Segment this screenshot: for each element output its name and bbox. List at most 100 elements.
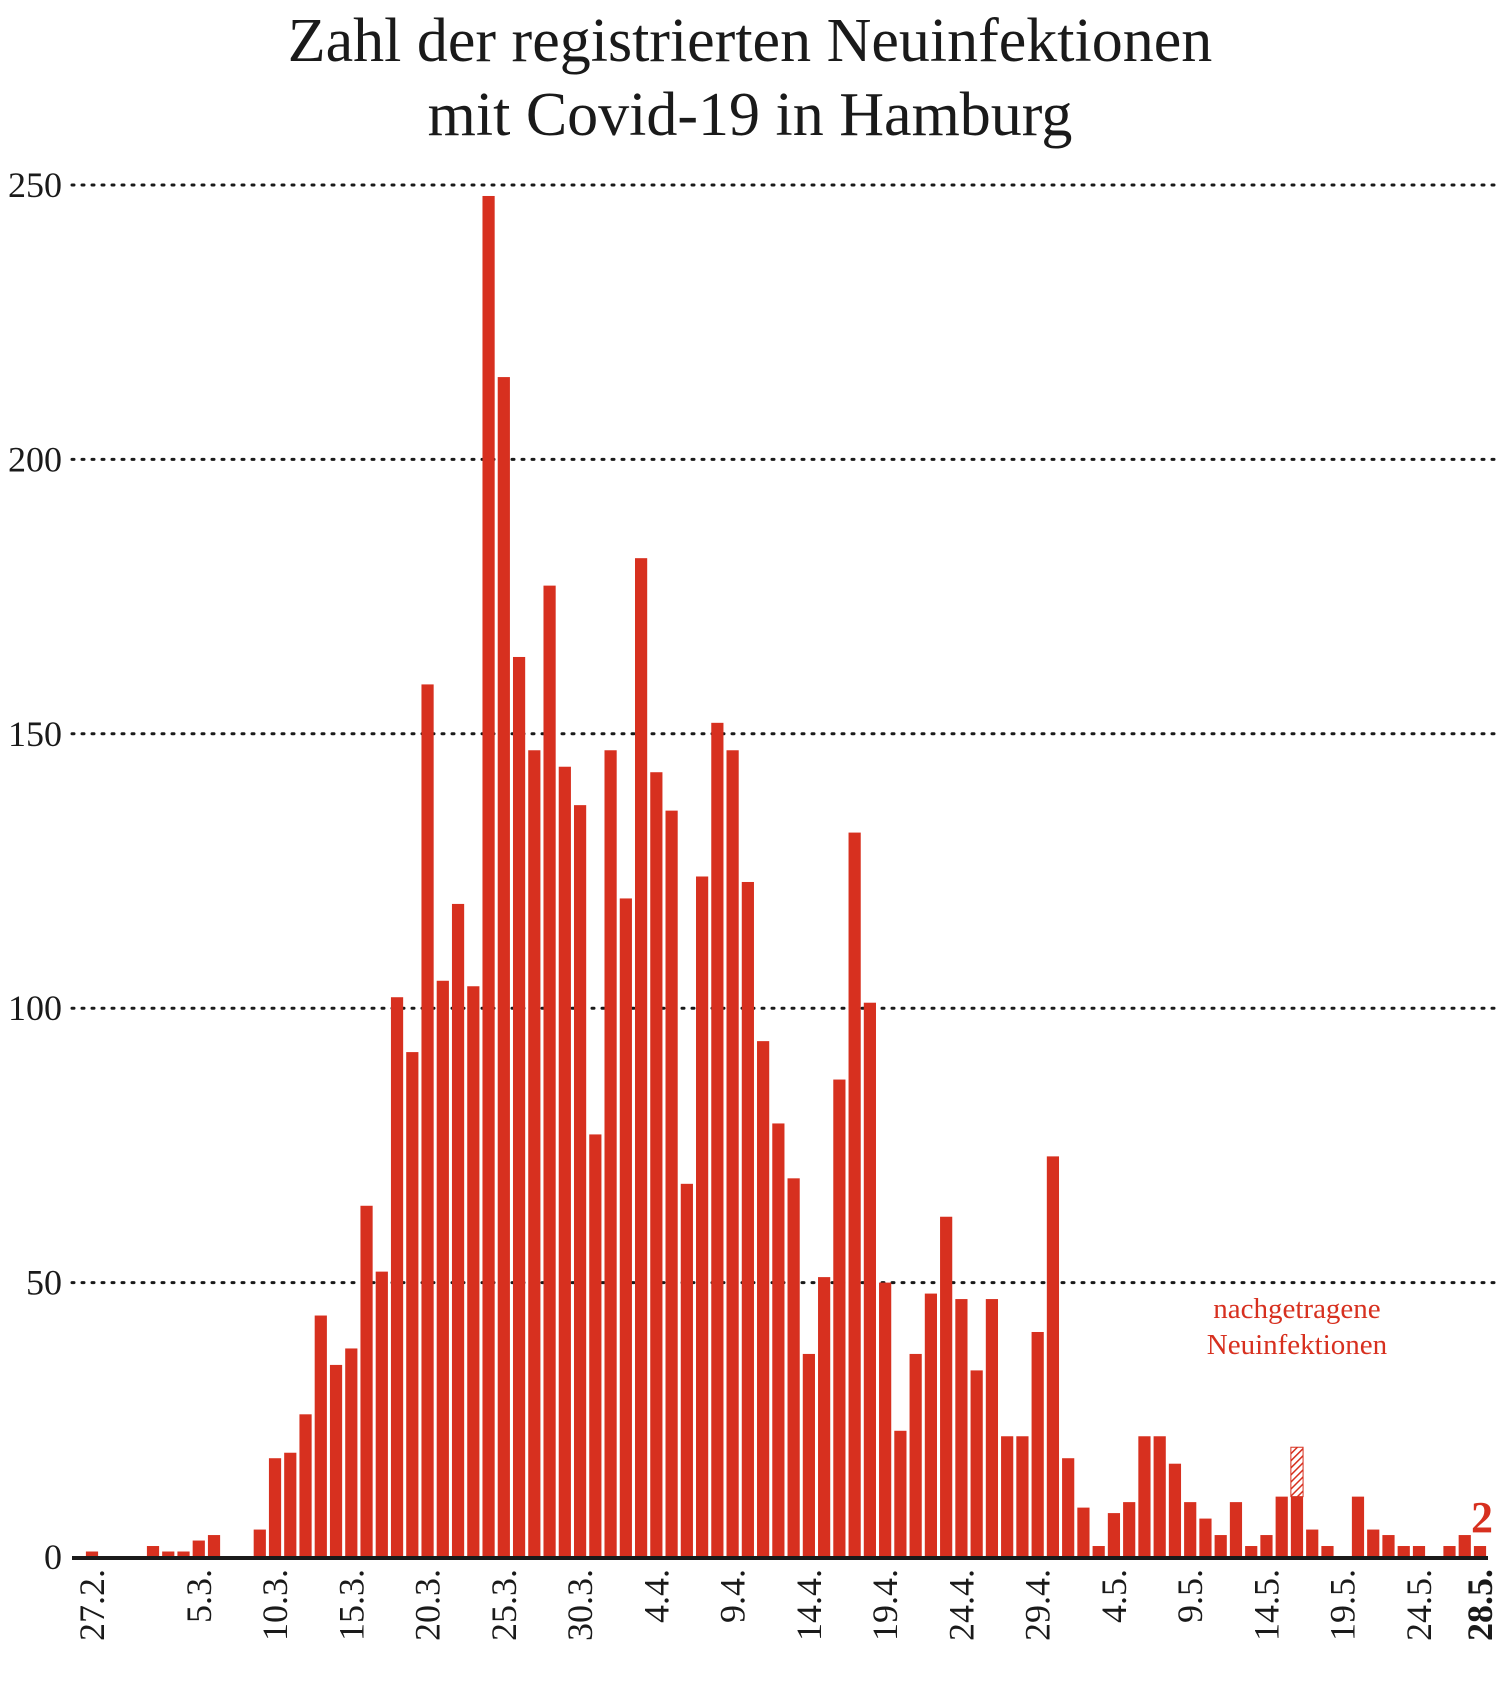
bar (1351, 1496, 1365, 1557)
bar (757, 1041, 770, 1557)
bar (1016, 1436, 1029, 1557)
bar (1062, 1458, 1075, 1557)
x-tick-label: 20.3. (408, 1569, 448, 1641)
bar (299, 1414, 312, 1557)
bar (741, 881, 754, 1557)
bar-layer (85, 195, 1487, 1558)
bar (1397, 1546, 1410, 1557)
bar (818, 1277, 831, 1557)
y-tick-label: 150 (8, 714, 62, 754)
bar (436, 980, 449, 1557)
annotation-text-line: nachgetragene (1213, 1293, 1380, 1325)
chart-title: Zahl der registrierten Neuinfektionen mi… (0, 4, 1500, 152)
x-tick-label: 25.3. (484, 1569, 524, 1641)
bar (1245, 1546, 1258, 1557)
bar (543, 585, 556, 1557)
bar (314, 1315, 327, 1557)
x-tick-label: 15.3. (331, 1569, 371, 1641)
chart-title-line-2: mit Covid-19 in Hamburg (427, 81, 1073, 149)
bar (970, 1370, 983, 1557)
bar (1306, 1529, 1319, 1557)
y-tick-label: 100 (8, 988, 62, 1028)
x-tick-label: 28.5. (1460, 1569, 1500, 1641)
label-layer: 0 50 100 150 200 250 27.2. 5.3. 10.3. 15.3. 20.3. 2… (8, 165, 1500, 1641)
bar (604, 750, 617, 1557)
bar (268, 1458, 282, 1557)
bar (1382, 1535, 1395, 1557)
bar (1458, 1535, 1471, 1557)
bar (1412, 1546, 1426, 1557)
x-tick-label: 9.4. (713, 1569, 753, 1623)
bar (1123, 1502, 1136, 1557)
hatched-bar-segment (1290, 1446, 1304, 1498)
bar (1046, 1156, 1060, 1557)
bar (406, 1052, 419, 1557)
bar (772, 1123, 785, 1557)
bar (619, 898, 632, 1557)
bar (1092, 1546, 1105, 1557)
x-tick-label: 9.5. (1170, 1569, 1210, 1623)
x-tick-label: 10.3. (255, 1569, 295, 1641)
x-tick-label: 29.4. (1018, 1569, 1058, 1641)
x-tick-label: 27.2. (72, 1569, 112, 1641)
bar (1367, 1529, 1380, 1557)
y-tick-label: 0 (44, 1537, 62, 1577)
bar (1138, 1436, 1151, 1557)
bar (1199, 1518, 1212, 1557)
bar (207, 1535, 221, 1557)
bar (909, 1353, 922, 1557)
bar (451, 903, 465, 1557)
bar (1275, 1496, 1288, 1557)
bar (1260, 1535, 1273, 1557)
bar (985, 1299, 999, 1557)
bar (802, 1353, 815, 1557)
bar (146, 1546, 160, 1557)
bar (85, 1551, 99, 1557)
bar (284, 1452, 297, 1557)
bar (162, 1551, 175, 1557)
bar (894, 1430, 907, 1557)
bar (192, 1540, 205, 1557)
bar (787, 1178, 800, 1557)
bar (421, 684, 434, 1557)
bar (665, 810, 678, 1557)
bar (1031, 1331, 1044, 1557)
x-tick-label: 5.3. (179, 1569, 219, 1623)
bar (528, 750, 541, 1557)
bar (177, 1551, 190, 1557)
bar (1107, 1513, 1121, 1557)
bar (329, 1364, 343, 1557)
bar (497, 377, 510, 1558)
bar (1229, 1502, 1243, 1557)
annotation-text-line: Neuinfektionen (1207, 1329, 1388, 1361)
bar (955, 1299, 968, 1557)
bar (375, 1271, 388, 1557)
bar (940, 1216, 953, 1557)
bar (1321, 1546, 1334, 1557)
grid-layer (70, 183, 1500, 1285)
bar (696, 876, 709, 1557)
bar (1077, 1507, 1090, 1557)
x-tick-label: 4.4. (636, 1569, 676, 1623)
x-tick-label: 19.5. (1323, 1569, 1363, 1641)
x-tick-label: 19.4. (865, 1569, 905, 1641)
x-tick-label: 14.5. (1246, 1569, 1286, 1641)
final-value-label: 2 (1471, 1493, 1493, 1542)
x-tick-label: 30.3. (560, 1569, 600, 1641)
bar (680, 1183, 693, 1557)
bar (1184, 1502, 1197, 1557)
chart-title-line-1: Zahl der registrierten Neuinfektionen (287, 7, 1213, 75)
bar (512, 656, 526, 1557)
x-tick-label: 24.5. (1399, 1569, 1439, 1641)
bar (390, 997, 404, 1557)
bar (1443, 1546, 1456, 1557)
bar (467, 986, 480, 1557)
annotation-layer: nachgetragene Neuinfektionen 2 (1207, 1293, 1493, 1542)
bar (1168, 1463, 1182, 1557)
bar (924, 1293, 937, 1557)
bar (833, 1079, 846, 1557)
y-tick-label: 50 (26, 1263, 62, 1303)
bar (726, 750, 739, 1557)
bar (863, 1002, 876, 1557)
